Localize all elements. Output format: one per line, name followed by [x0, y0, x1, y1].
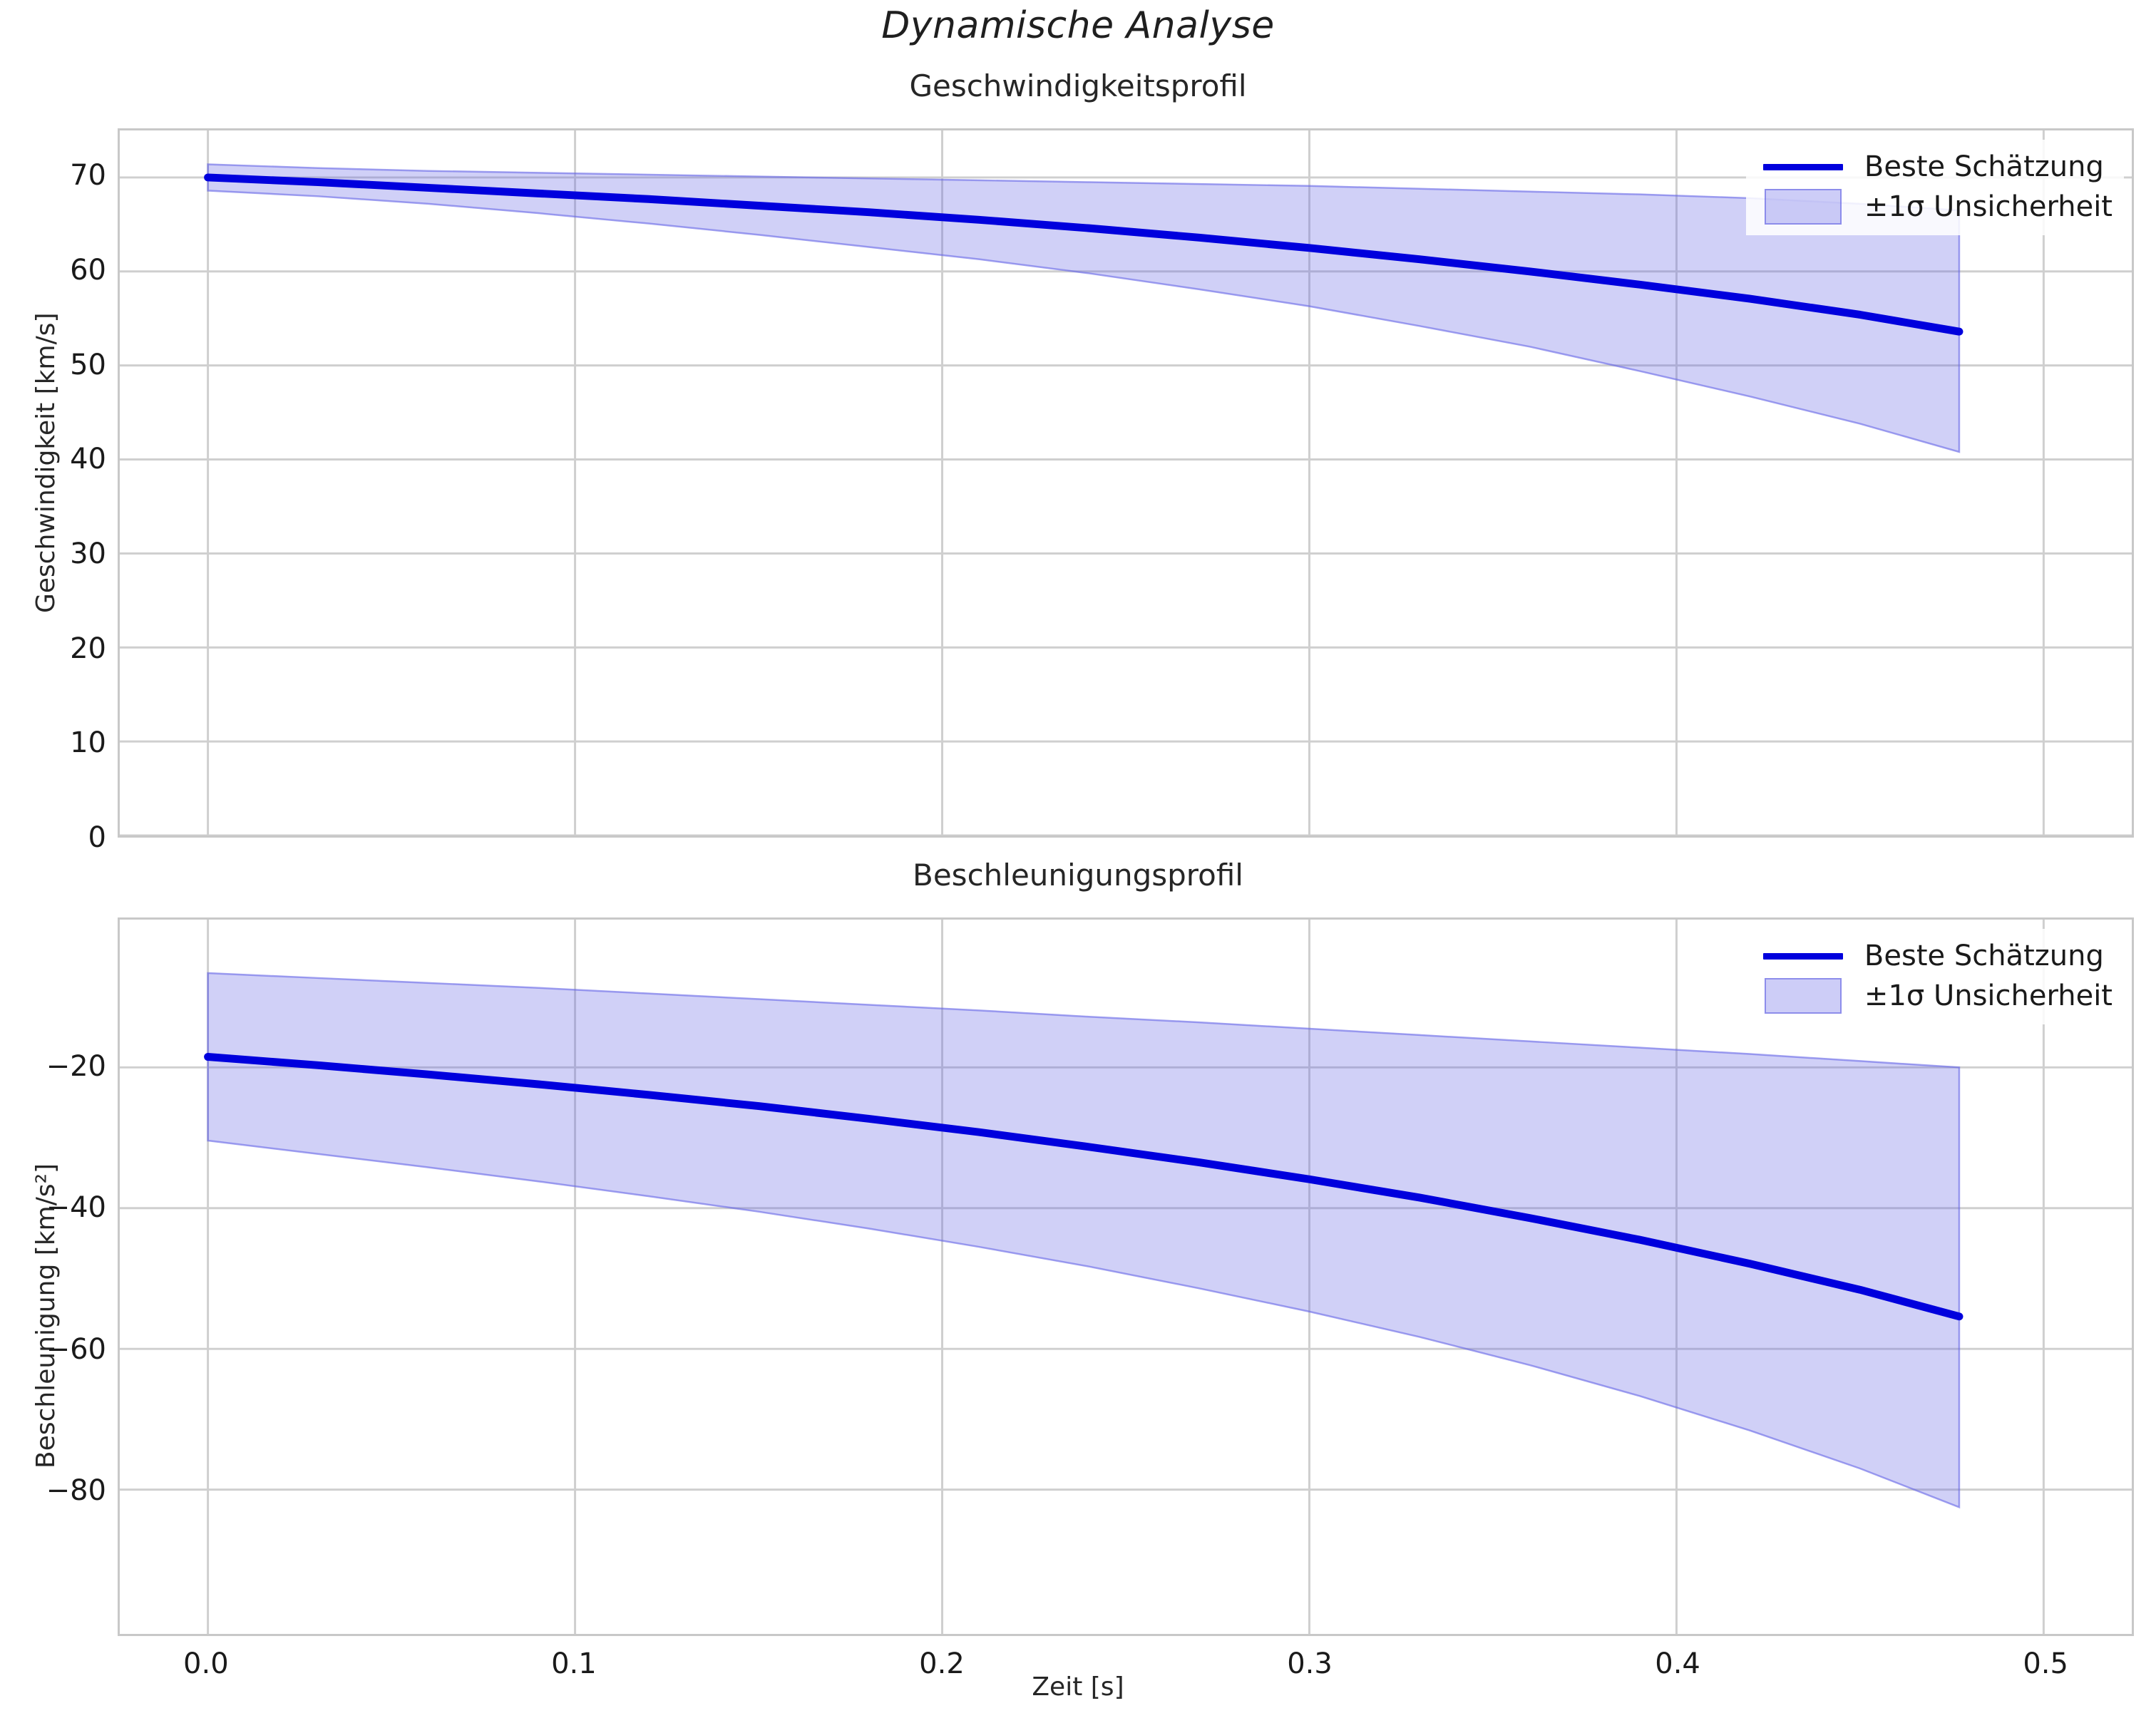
velocity-legend: Beste Schätzung ±1σ Unsicherheit: [1745, 140, 2124, 235]
uncertainty-band: [207, 972, 1961, 1509]
line-swatch-icon: [1757, 163, 1849, 170]
best-estimate-line: [204, 1053, 1963, 1321]
acceleration-subplot-title: Beschleunigungsprofil: [913, 858, 1243, 893]
x-tick-label: 0.5: [2023, 1647, 2068, 1680]
y-tick-label: −60: [46, 1332, 106, 1366]
legend-row-band[interactable]: ±1σ Unsicherheit: [1757, 976, 2113, 1016]
x-tick-label: 0.2: [919, 1647, 965, 1680]
best-estimate-line: [204, 173, 1963, 336]
y-tick-label: 50: [70, 348, 106, 381]
acceleration-plot-svg: [120, 920, 2132, 1634]
acceleration-legend: Beste Schätzung ±1σ Unsicherheit: [1745, 929, 2124, 1024]
legend-label-line: Beste Schätzung: [1864, 150, 2104, 183]
legend-label-band: ±1σ Unsicherheit: [1864, 979, 2113, 1012]
velocity-subplot-title: Geschwindigkeitsprofil: [909, 68, 1247, 103]
legend-row-line[interactable]: Beste Schätzung: [1757, 147, 2113, 187]
figure-suptitle: Dynamische Analyse: [881, 4, 1275, 47]
y-tick-label: 20: [70, 632, 106, 665]
legend-row-band[interactable]: ±1σ Unsicherheit: [1757, 187, 2113, 227]
y-tick-label: 60: [70, 254, 106, 287]
legend-label-band: ±1σ Unsicherheit: [1864, 190, 2113, 223]
x-tick-label: 0.0: [183, 1647, 229, 1680]
y-tick-label: −80: [46, 1474, 106, 1508]
y-tick-label: 70: [70, 159, 106, 192]
x-axis-label: Zeit [s]: [1032, 1672, 1124, 1702]
legend-label-line: Beste Schätzung: [1864, 940, 2104, 972]
x-tick-label: 0.4: [1655, 1647, 1700, 1680]
x-tick-label: 0.3: [1287, 1647, 1333, 1680]
uncertainty-band: [207, 163, 1961, 453]
y-tick-label: 0: [88, 821, 106, 854]
y-tick-label: 10: [70, 726, 106, 760]
line-swatch-icon: [1757, 952, 1849, 960]
band-swatch-icon: [1757, 189, 1849, 225]
y-tick-label: −20: [46, 1049, 106, 1083]
y-tick-label: 30: [70, 538, 106, 570]
band-swatch-icon: [1757, 978, 1849, 1014]
velocity-plot-svg: [120, 130, 2132, 835]
acceleration-plot-area: [118, 917, 2134, 1636]
y-tick-label: 40: [70, 443, 106, 476]
gridlines: [120, 920, 2132, 1634]
y-tick-label: −40: [46, 1191, 106, 1225]
x-tick-label: 0.1: [551, 1647, 597, 1680]
velocity-plot-area: [118, 128, 2134, 838]
legend-row-line[interactable]: Beste Schätzung: [1757, 936, 2113, 976]
